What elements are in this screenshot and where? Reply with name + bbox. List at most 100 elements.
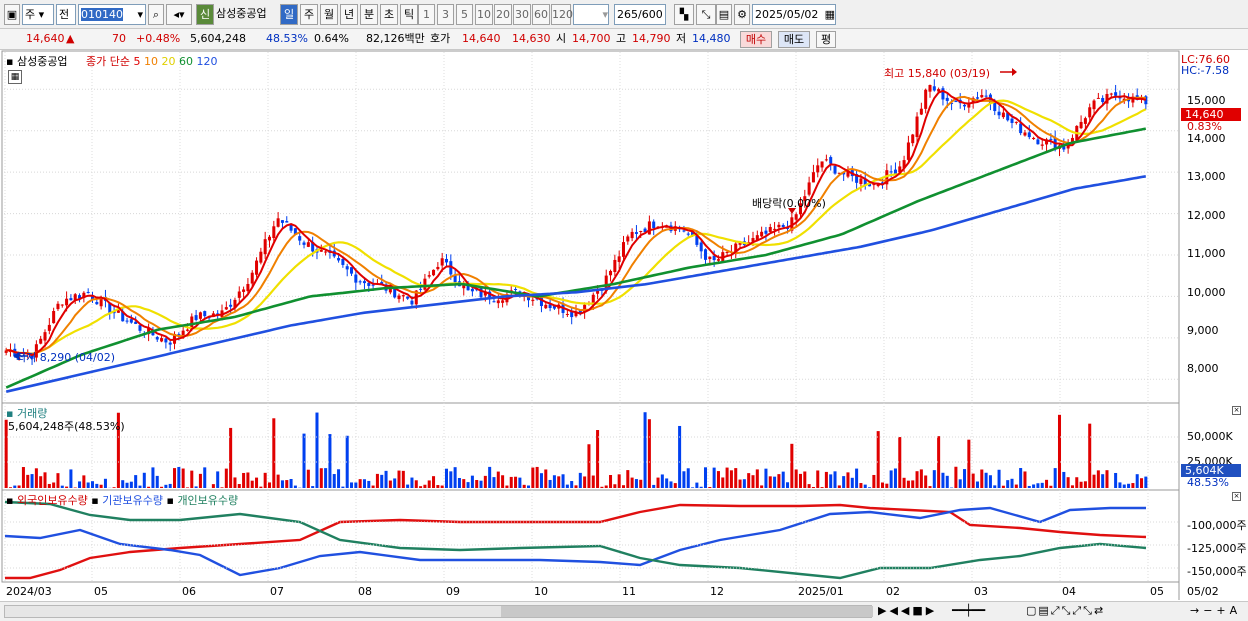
candle-body	[337, 258, 341, 261]
close-icon[interactable]: ×	[1232, 492, 1241, 501]
candle-body	[578, 310, 582, 313]
candle-body	[1144, 96, 1148, 105]
zoom-slider[interactable]: ━━┿━━	[952, 604, 986, 617]
interval-5[interactable]: 5	[456, 4, 473, 25]
period-tick[interactable]: 틱	[400, 4, 418, 25]
horizontal-scrollbar[interactable]	[4, 605, 873, 618]
type-select[interactable]: 주 ▾	[22, 4, 54, 25]
period-minute[interactable]: 분	[360, 4, 378, 25]
tool-icons[interactable]: ▢▤⤢⤡⤢⤡⇄	[1026, 604, 1106, 617]
volume-bar	[626, 470, 630, 488]
window-icon[interactable]: ▣	[4, 4, 20, 25]
zoom-controls[interactable]: →−+A	[1190, 604, 1242, 617]
x-axis-label: 09	[446, 585, 460, 598]
period-week[interactable]: 주	[300, 4, 318, 25]
buy-button[interactable]: 매수	[740, 31, 772, 48]
volume-bar	[82, 475, 86, 488]
sell-button[interactable]: 매도	[778, 31, 810, 48]
chart-type-icon[interactable]: ▚	[674, 4, 694, 25]
type-select-value: 주	[25, 8, 36, 21]
candle-body	[941, 88, 945, 100]
prefix-select[interactable]: 전	[56, 4, 76, 25]
period-month[interactable]: 월	[320, 4, 338, 25]
toolbar: ▣ 주 ▾ 전 010140 ▾ ⌕ ◂▾ 신 삼성중공업 일 주 월 년 분 초…	[0, 0, 1248, 29]
custom-interval-select[interactable]: ▾	[573, 4, 609, 25]
volume-bar	[742, 479, 746, 488]
calendar-icon[interactable]: ▦	[824, 8, 835, 21]
candle-body	[397, 295, 401, 300]
volume-bar	[406, 484, 410, 488]
candle-body	[90, 295, 95, 300]
inv-y-tick: -100,000주	[1187, 519, 1247, 532]
volume-bar	[328, 434, 332, 488]
new-badge[interactable]: 신	[196, 4, 214, 25]
volume-bar	[570, 481, 574, 488]
volume-bar	[729, 470, 733, 488]
interval-1[interactable]: 1	[418, 4, 435, 25]
volume-bar	[233, 477, 237, 488]
candle-body	[380, 282, 384, 285]
candle-body	[125, 320, 129, 322]
interval-20[interactable]: 20	[494, 4, 512, 25]
code-input[interactable]: 010140 ▾	[78, 4, 146, 25]
period-second[interactable]: 초	[380, 4, 398, 25]
interval-30[interactable]: 30	[513, 4, 531, 25]
period-year[interactable]: 년	[340, 4, 358, 25]
search-icon[interactable]: ⌕	[148, 4, 164, 25]
interval-120[interactable]: 120	[551, 4, 573, 25]
close-icon[interactable]: ×	[1232, 406, 1241, 415]
gear-icon[interactable]: ⚙	[734, 4, 750, 25]
playback-controls[interactable]: ▶◀◀■▶	[878, 604, 938, 617]
chevron-down-icon[interactable]: ▾	[137, 8, 143, 21]
table-icon[interactable]: ▦	[8, 70, 22, 84]
candle-body	[781, 225, 785, 228]
count-input[interactable]: 265/600	[614, 4, 666, 25]
volume-bar	[198, 473, 202, 488]
candle-body	[565, 313, 569, 315]
volume-bar	[846, 472, 850, 488]
candle-body	[902, 160, 906, 169]
candle-body	[1023, 132, 1027, 136]
candle-body	[99, 297, 103, 307]
date-input[interactable]: 2025/05/02 ▦	[752, 4, 836, 25]
volume-bar	[915, 471, 919, 488]
draw-tool-icon[interactable]: ⤡	[696, 4, 716, 25]
volume-bar	[1062, 471, 1066, 488]
volume-bar	[436, 485, 440, 488]
scrollbar-thumb[interactable]	[501, 606, 873, 617]
volume-bar	[419, 486, 423, 488]
average-button[interactable]: 평	[816, 31, 836, 48]
candle-body	[350, 267, 354, 274]
candle-body	[773, 228, 777, 230]
period-day[interactable]: 일	[280, 4, 298, 25]
volume-bar	[211, 484, 215, 488]
volume-bar	[613, 484, 617, 488]
dividend-annotation: 배당락(0.00%)	[752, 197, 826, 210]
volume-bar	[760, 485, 764, 488]
volume-bar	[21, 467, 25, 488]
save-icon[interactable]: ▤	[716, 4, 732, 25]
speaker-icon[interactable]: ◂▾	[166, 4, 192, 25]
candle-body	[777, 224, 781, 228]
volume-bar	[665, 478, 669, 488]
date-value: 2025/05/02	[755, 8, 819, 21]
candle-body	[393, 286, 397, 298]
volume-bar	[768, 476, 772, 488]
candle-body	[527, 295, 531, 301]
hc-label: HC:-7.58	[1181, 64, 1230, 77]
candle-body	[155, 337, 159, 340]
interval-60[interactable]: 60	[532, 4, 550, 25]
y-tick: 11,000	[1187, 247, 1226, 260]
candle-body	[1001, 112, 1005, 118]
interval-10[interactable]: 10	[475, 4, 493, 25]
candle-body	[78, 295, 82, 299]
volume-bar	[86, 482, 90, 488]
volume-bar	[656, 477, 660, 488]
open-price: 14,700	[572, 32, 611, 45]
foreign-legend: 외국인보유수량	[16, 494, 88, 507]
volume-bar	[773, 476, 777, 488]
volume-bar	[151, 467, 155, 488]
interval-3[interactable]: 3	[437, 4, 454, 25]
candle-body	[997, 111, 1001, 116]
